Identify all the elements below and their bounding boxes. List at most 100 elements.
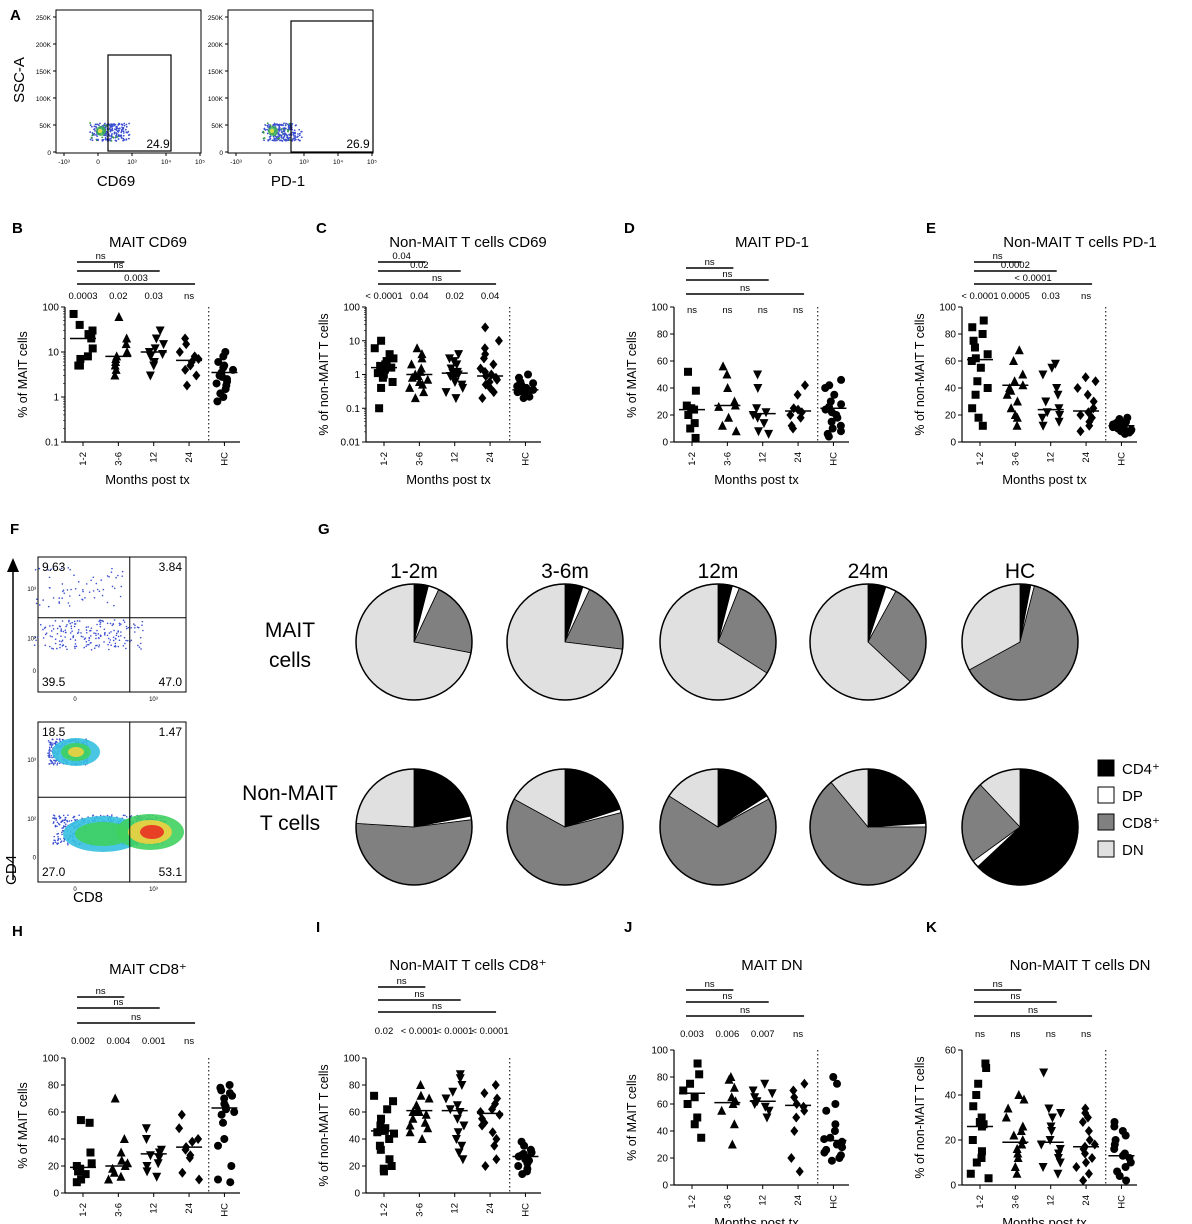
event-dot (66, 624, 68, 626)
event-dot (68, 620, 70, 623)
event-dot (115, 632, 118, 635)
x-tick-label: 1-2 (78, 1203, 89, 1217)
event-dot (93, 632, 95, 634)
data-point (1083, 1112, 1092, 1123)
data-point (478, 393, 487, 404)
x-axis-label: PD-1 (271, 173, 305, 190)
data-point (228, 1091, 237, 1100)
pie-outline (659, 768, 777, 886)
pvalue-label: 0.003 (680, 1029, 704, 1040)
data-point (1042, 408, 1052, 418)
event-dot (114, 128, 116, 131)
event-dot (84, 637, 87, 640)
data-point (408, 1113, 418, 1123)
comparison-label: 0.0002 (1001, 260, 1030, 271)
pie-outline (809, 768, 927, 886)
pvalue-label: 0.002 (71, 1036, 95, 1047)
data-point (214, 1141, 223, 1150)
event-dot (61, 620, 64, 622)
event-dot (117, 138, 120, 140)
gate-pd1 (290, 20, 374, 153)
event-dot (87, 643, 90, 646)
event-dot (51, 742, 53, 744)
data-point (1054, 404, 1064, 414)
y-tick-label: 100 (343, 1054, 360, 1065)
x-tick-label: 3-6 (722, 452, 733, 466)
event-dot (48, 746, 51, 749)
x-axis-label: CD69 (97, 173, 135, 190)
quadrant-value: 18.5 (42, 725, 66, 739)
data-point (833, 413, 842, 422)
data-point (75, 320, 84, 329)
event-dot (91, 139, 94, 142)
event-dot (287, 130, 289, 133)
data-point (457, 1081, 467, 1090)
event-dot (34, 568, 37, 571)
pie-row-label: T cells (260, 812, 320, 835)
event-dot (111, 624, 114, 627)
data-point (1085, 1135, 1094, 1145)
event-dot (293, 132, 296, 135)
event-dot (61, 831, 63, 834)
data-point (968, 404, 977, 413)
event-dot (122, 619, 125, 621)
data-point (753, 384, 763, 393)
event-dot (269, 124, 272, 127)
data-point (827, 417, 836, 426)
data-point (450, 377, 460, 387)
y-tick-label: 0 (219, 150, 223, 157)
event-dot (108, 127, 111, 130)
event-dot (266, 128, 269, 131)
event-dot (264, 124, 267, 126)
data-point (480, 1088, 489, 1099)
event-dot (106, 814, 109, 817)
y-axis-label: % of MAIT cells (625, 1074, 639, 1161)
event-dot (76, 620, 79, 622)
event-dot (297, 135, 299, 138)
data-point (370, 344, 379, 353)
data-point (519, 394, 528, 403)
event-dot (269, 135, 272, 138)
event-dot (277, 132, 280, 134)
data-point (412, 343, 422, 353)
data-point (974, 1079, 983, 1088)
event-dot (110, 137, 112, 140)
y-tick-label: 60 (349, 1108, 361, 1119)
event-dot (262, 137, 265, 140)
event-dot (58, 597, 61, 599)
data-point (186, 360, 195, 371)
event-dot (94, 129, 96, 132)
pvalue-label: 0.0005 (1001, 291, 1030, 302)
event-dot (66, 648, 68, 651)
data-point (1044, 1104, 1054, 1114)
comparison-label: ns (432, 1001, 442, 1012)
x-axis-label: Months post tx (714, 1215, 799, 1224)
x-axis-label: CD8 (73, 889, 103, 906)
pvalue-label: ns (1081, 291, 1091, 302)
data-point (453, 1128, 463, 1138)
y-tick-label: 50K (211, 123, 223, 130)
event-dot (281, 124, 284, 126)
event-dot (124, 642, 126, 645)
pie-row-label: MAIT (265, 619, 315, 642)
x-tick-label: 24 (1081, 452, 1092, 463)
event-dot (123, 621, 126, 623)
event-dot (93, 125, 96, 128)
data-point (1120, 429, 1129, 438)
y-tick-label: 150K (36, 69, 52, 76)
pvalue-label: 0.02 (445, 291, 464, 302)
data-point (764, 429, 774, 439)
data-point (178, 1167, 187, 1178)
y-tick-label: 40 (657, 1127, 669, 1138)
x-tick-label: 12 (149, 452, 160, 463)
event-dot (73, 574, 75, 576)
data-point (405, 1120, 415, 1130)
data-point (149, 361, 159, 371)
event-dot (106, 601, 109, 604)
data-point (792, 1099, 801, 1109)
event-dot (69, 595, 71, 597)
event-dot (298, 139, 301, 142)
data-point (383, 1105, 392, 1114)
data-point (977, 1113, 986, 1122)
